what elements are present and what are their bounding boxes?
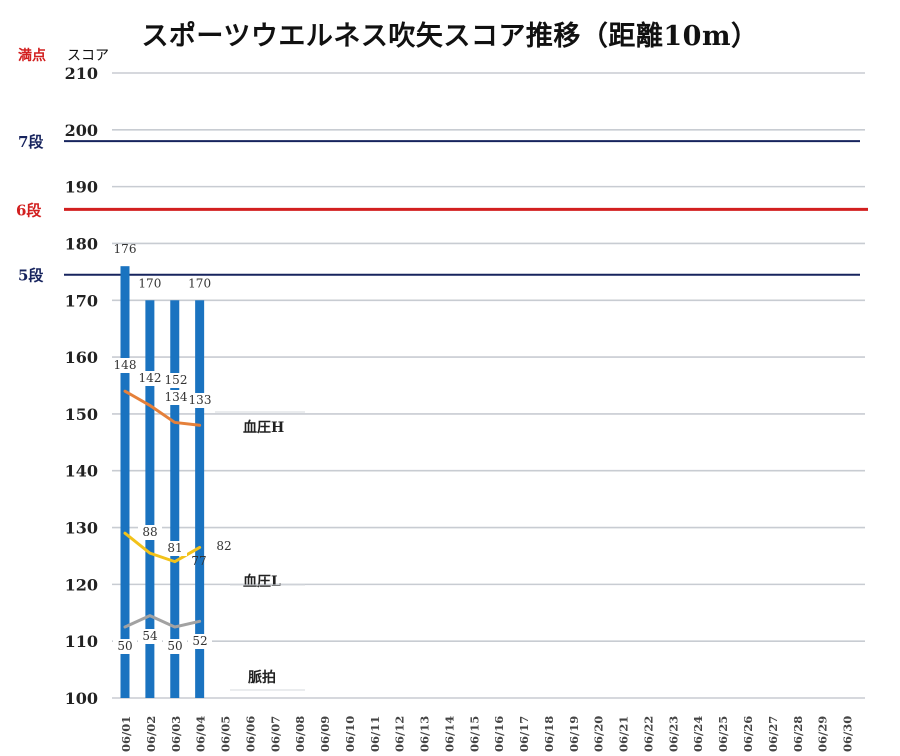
x-tick-label: 06/03: [169, 716, 183, 752]
dan-label: 5段: [18, 267, 43, 285]
y-tick-label: 140: [65, 462, 98, 481]
data-label-bg: [212, 539, 236, 554]
data-value-label: 133: [189, 393, 212, 407]
max-score-label: 満点: [18, 48, 46, 64]
x-tick-label: 06/12: [393, 716, 407, 752]
series-name-label: 血圧H: [243, 419, 284, 436]
series-line: [123, 531, 202, 564]
data-value-label: 52: [192, 634, 207, 648]
bar-value-label: 170: [188, 276, 211, 290]
data-label-bg: [163, 541, 187, 556]
y-tick-label: 180: [65, 234, 98, 253]
data-label-bg: [164, 373, 188, 388]
x-tick-label: 06/09: [318, 716, 332, 752]
score-bar: [195, 300, 205, 698]
x-tick-label: 06/29: [816, 716, 830, 752]
data-label-bg: [163, 639, 187, 654]
y-tick-label: 120: [65, 575, 98, 594]
data-label-bg: [113, 358, 137, 373]
y-tick-label: 200: [65, 121, 98, 140]
chart-title: スポーツウエルネス吹矢スコア推移（距離10m）: [141, 21, 759, 52]
data-label-bg: [188, 393, 212, 408]
data-value-label: 82: [216, 539, 231, 553]
y-tick-label: 160: [65, 348, 98, 367]
x-tick-label: 06/21: [617, 716, 631, 752]
x-tick-label: 06/10: [343, 716, 357, 752]
x-tick-label: 06/28: [791, 716, 805, 752]
data-label-bg: [164, 390, 188, 405]
x-tick-label: 06/17: [517, 716, 531, 752]
x-tick-label: 06/27: [766, 716, 780, 752]
x-tick-label: 06/23: [666, 716, 680, 752]
data-value-label: 50: [117, 639, 132, 653]
x-tick-label: 06/20: [592, 716, 606, 752]
data-value-label: 142: [139, 371, 162, 385]
data-value-label: 54: [142, 629, 158, 643]
x-tick-label: 06/15: [467, 716, 481, 752]
series-name-label: 血圧L: [243, 573, 281, 590]
x-tick-label: 06/07: [268, 716, 282, 752]
data-value-label: 134: [165, 390, 188, 404]
series-line: [123, 614, 202, 629]
y-tick-label: 130: [65, 519, 98, 538]
series-line: [123, 389, 202, 427]
data-value-label: 152: [165, 373, 188, 387]
y-axis-unit-label: スコア: [67, 48, 109, 64]
x-tick-label: 06/02: [144, 716, 158, 752]
data-label-bg: [138, 371, 162, 386]
x-tick-label: 06/14: [442, 716, 456, 752]
dan-label: 7段: [18, 133, 43, 151]
score-bar: [120, 266, 130, 698]
data-value-label: 50: [167, 639, 182, 653]
y-tick-label: 100: [65, 689, 98, 708]
x-tick-label: 06/22: [641, 716, 655, 752]
x-tick-label: 06/30: [841, 716, 855, 752]
bar-value-label: 170: [138, 276, 161, 290]
dan-label: 6段: [16, 201, 41, 219]
x-tick-label: 06/19: [567, 716, 581, 752]
data-label-bg: [113, 639, 137, 654]
data-label-bg: [138, 629, 162, 644]
y-tick-label: 150: [65, 405, 98, 424]
x-tick-label: 06/18: [542, 716, 556, 752]
data-label-bg: [188, 634, 212, 649]
x-tick-label: 06/13: [418, 716, 432, 752]
x-tick-label: 06/25: [716, 716, 730, 752]
data-label-bg: [138, 525, 162, 540]
series-name-label: 脈拍: [248, 669, 276, 686]
x-tick-label: 06/05: [219, 716, 233, 752]
x-tick-label: 06/04: [194, 716, 208, 752]
y-tick-label: 190: [65, 178, 98, 197]
x-tick-label: 06/01: [119, 716, 133, 752]
score-bar: [170, 300, 180, 698]
y-tick-label: 170: [65, 291, 98, 310]
data-value-label: 88: [142, 525, 157, 539]
data-value-label: 77: [191, 554, 206, 568]
y-tick-label: 210: [65, 64, 98, 83]
data-value-label: 81: [167, 541, 182, 555]
score-bar: [145, 300, 155, 698]
x-tick-label: 06/24: [691, 716, 705, 752]
bar-value-label: 176: [114, 242, 137, 256]
x-tick-label: 06/26: [741, 716, 755, 752]
x-tick-label: 06/16: [492, 716, 506, 752]
x-tick-label: 06/08: [293, 716, 307, 752]
x-tick-label: 06/11: [368, 716, 382, 752]
x-tick-label: 06/06: [243, 716, 257, 752]
data-value-label: 148: [114, 358, 137, 372]
y-tick-label: 110: [65, 632, 98, 651]
